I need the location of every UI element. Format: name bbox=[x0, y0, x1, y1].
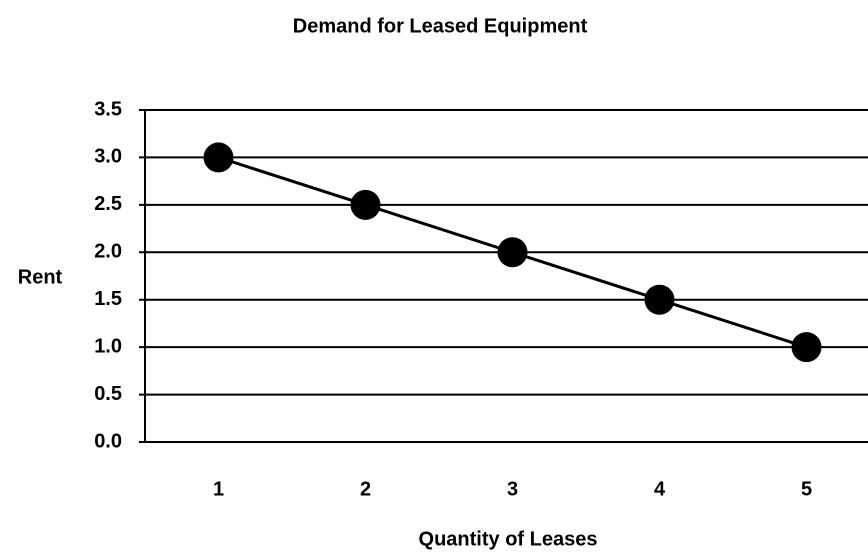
y-tick-label: 3.5 bbox=[94, 98, 122, 120]
y-tick-label: 0.0 bbox=[94, 430, 122, 452]
data-point bbox=[791, 332, 822, 363]
y-tick-label: 1.0 bbox=[94, 335, 122, 357]
data-point bbox=[350, 189, 381, 220]
y-tick-label: 1.5 bbox=[94, 288, 122, 310]
x-tick-label: 1 bbox=[213, 478, 224, 500]
x-tick-label: 3 bbox=[507, 478, 518, 500]
y-tick-label: 2.5 bbox=[94, 193, 122, 215]
y-tick-label: 3.0 bbox=[94, 146, 122, 168]
x-tick-label: 2 bbox=[360, 478, 371, 500]
chart-title: Demand for Leased Equipment bbox=[293, 15, 588, 37]
y-axis-label: Rent bbox=[18, 266, 63, 288]
data-point bbox=[644, 284, 675, 315]
x-axis-label: Quantity of Leases bbox=[419, 528, 598, 550]
y-tick-label: 2.0 bbox=[94, 241, 122, 263]
x-tick-label: 5 bbox=[801, 478, 812, 500]
data-point bbox=[203, 142, 234, 173]
x-tick-label: 4 bbox=[654, 478, 666, 500]
data-point bbox=[497, 237, 528, 268]
y-tick-label: 0.5 bbox=[94, 383, 122, 405]
